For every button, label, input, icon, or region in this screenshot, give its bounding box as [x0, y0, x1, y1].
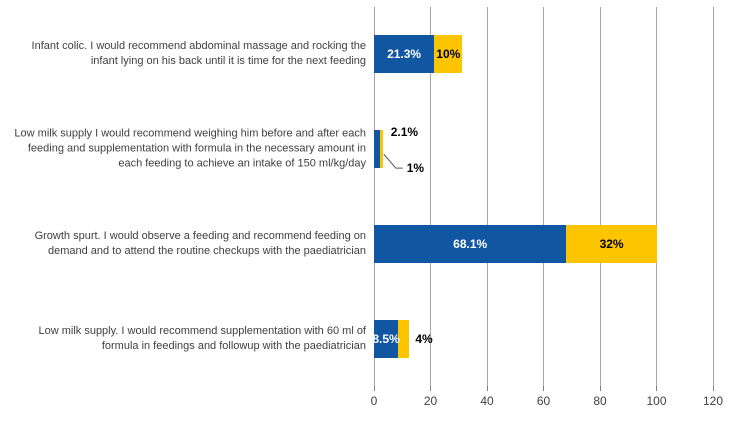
- gridline: [486, 7, 488, 386]
- data-label: 4%: [415, 331, 433, 346]
- gridline: [599, 7, 601, 386]
- bar-segment-blue: [374, 35, 435, 74]
- tick-mark: [599, 386, 601, 391]
- gridline: [373, 7, 375, 386]
- data-label: 68.1%: [453, 236, 488, 251]
- tick-mark: [430, 386, 431, 391]
- category-label: Low milk supply I would recommend weighi…: [14, 127, 366, 170]
- bar-segment-blue: [374, 130, 380, 169]
- data-label: 10%: [436, 47, 461, 62]
- tick-mark: [656, 386, 657, 391]
- bar-segment-yellow: [398, 319, 410, 358]
- data-label: 21.3%: [387, 47, 422, 62]
- bar-segment-blue: [374, 224, 567, 263]
- leader-line: [383, 153, 403, 169]
- tick-mark: [373, 386, 375, 391]
- category-label: Growth spurt. I would observe a feeding …: [34, 229, 366, 257]
- data-label: 8.5%: [372, 331, 400, 346]
- data-label: 1%: [406, 161, 425, 176]
- category-label: Low milk supply. I would recommend suppl…: [38, 324, 366, 352]
- gridline: [656, 7, 657, 386]
- gridline: [543, 7, 544, 386]
- bar-segment-yellow: [434, 35, 463, 74]
- gridline: [712, 7, 714, 386]
- bar-segment-blue: [374, 319, 398, 358]
- category-label: Infant colic. I would recommend abdomina…: [31, 40, 366, 68]
- tick-label: 80: [593, 394, 607, 408]
- bar-segment-yellow: [566, 224, 657, 263]
- bar-segment-yellow: [379, 130, 383, 169]
- tick-label: 120: [702, 394, 724, 408]
- tick-mark: [543, 386, 544, 391]
- tick-label: 60: [536, 394, 551, 408]
- tick-label: 100: [646, 394, 667, 408]
- data-label: 2.1%: [390, 125, 419, 140]
- gridline: [430, 7, 431, 386]
- tick-label: 20: [423, 394, 438, 408]
- tick-label: 40: [480, 394, 494, 408]
- tick-mark: [486, 386, 488, 391]
- tick-mark: [712, 386, 714, 391]
- data-label: 32%: [599, 236, 624, 251]
- tick-label: 0: [370, 394, 378, 408]
